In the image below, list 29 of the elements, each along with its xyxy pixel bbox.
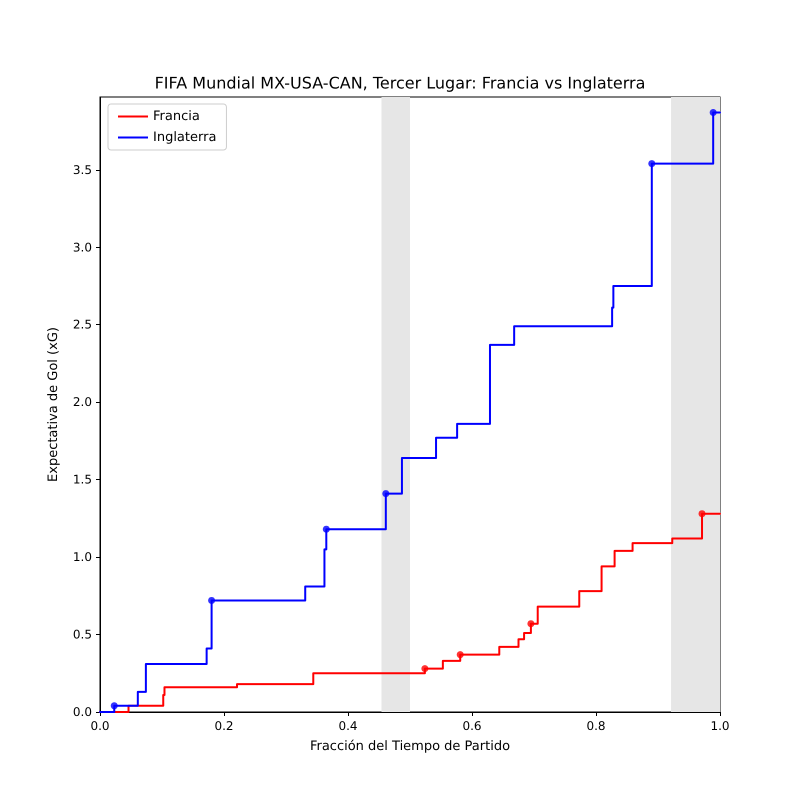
point bbox=[110, 702, 118, 710]
y-tick-label: 1.5 bbox=[72, 472, 92, 487]
legend-label: Francia bbox=[153, 109, 200, 124]
legend-label: Inglaterra bbox=[153, 130, 216, 145]
y-tick-label: 3.0 bbox=[72, 240, 92, 254]
point bbox=[648, 160, 656, 168]
x-tick-label: 0.8 bbox=[586, 719, 606, 733]
point bbox=[322, 526, 330, 533]
x-tick-label: 0.4 bbox=[338, 719, 358, 733]
x-tick-label: 0.0 bbox=[90, 719, 110, 733]
y-tick-label: 2.5 bbox=[72, 318, 92, 332]
point bbox=[456, 651, 464, 658]
y-tick-label: 0.5 bbox=[72, 628, 92, 642]
point bbox=[698, 510, 706, 518]
x-tick-label: 0.6 bbox=[462, 719, 482, 733]
point bbox=[208, 596, 216, 604]
x-tick-label: 0.2 bbox=[214, 719, 234, 733]
point bbox=[382, 490, 390, 498]
y-tick-label: 1.0 bbox=[72, 550, 92, 564]
point bbox=[710, 108, 717, 116]
point bbox=[421, 665, 428, 672]
y-axis-title: Expectativa de Gol (xG) bbox=[46, 327, 61, 482]
chart-title: FIFA Mundial MX-USA-CAN, Tercer Lugar: Francia vs Inglaterra bbox=[154, 74, 646, 92]
y-tick-label: 3.5 bbox=[72, 162, 92, 177]
y-tick-label: 2.0 bbox=[72, 395, 92, 410]
x-axis-title: Fracción del Tiempo de Partido bbox=[310, 739, 510, 754]
x-tick-label: 1.0 bbox=[710, 719, 730, 733]
y-tick-label: 0.0 bbox=[72, 705, 92, 719]
point bbox=[527, 620, 534, 628]
